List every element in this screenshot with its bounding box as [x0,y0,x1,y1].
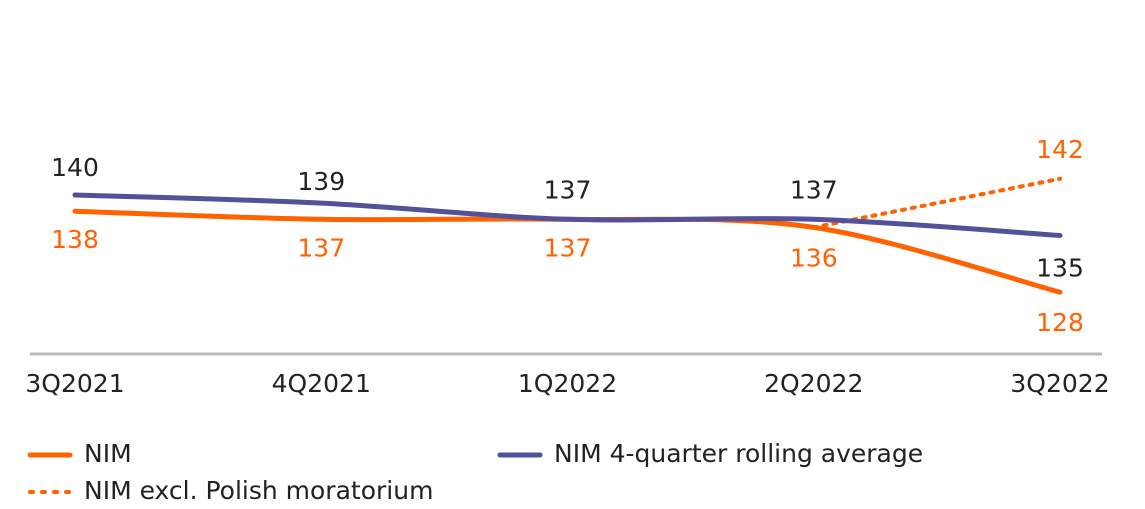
data-label: 140 [51,153,99,182]
legend-label: NIM 4-quarter rolling average [554,439,923,468]
data-label: 137 [790,175,838,204]
data-label: 137 [544,233,592,262]
legend-label: NIM excl. Polish moratorium [84,476,433,505]
x-tick-label: 3Q2021 [25,369,124,398]
data-label: 139 [297,167,345,196]
data-label: 135 [1036,254,1084,283]
legend-label: NIM [84,439,132,468]
line [72,192,1063,238]
x-tick-label: 1Q2022 [518,369,617,398]
data-label: 137 [544,175,592,204]
data-label: 142 [1036,135,1084,164]
x-tick-label: 3Q2022 [1010,369,1109,398]
data-label: 137 [297,233,345,262]
data-label: 128 [1036,308,1084,337]
x-tick-label: 4Q2021 [272,369,371,398]
dotted-line [811,176,1062,230]
x-tick-label: 2Q2022 [764,369,863,398]
data-label: 136 [790,243,838,272]
data-label: 138 [51,225,99,254]
